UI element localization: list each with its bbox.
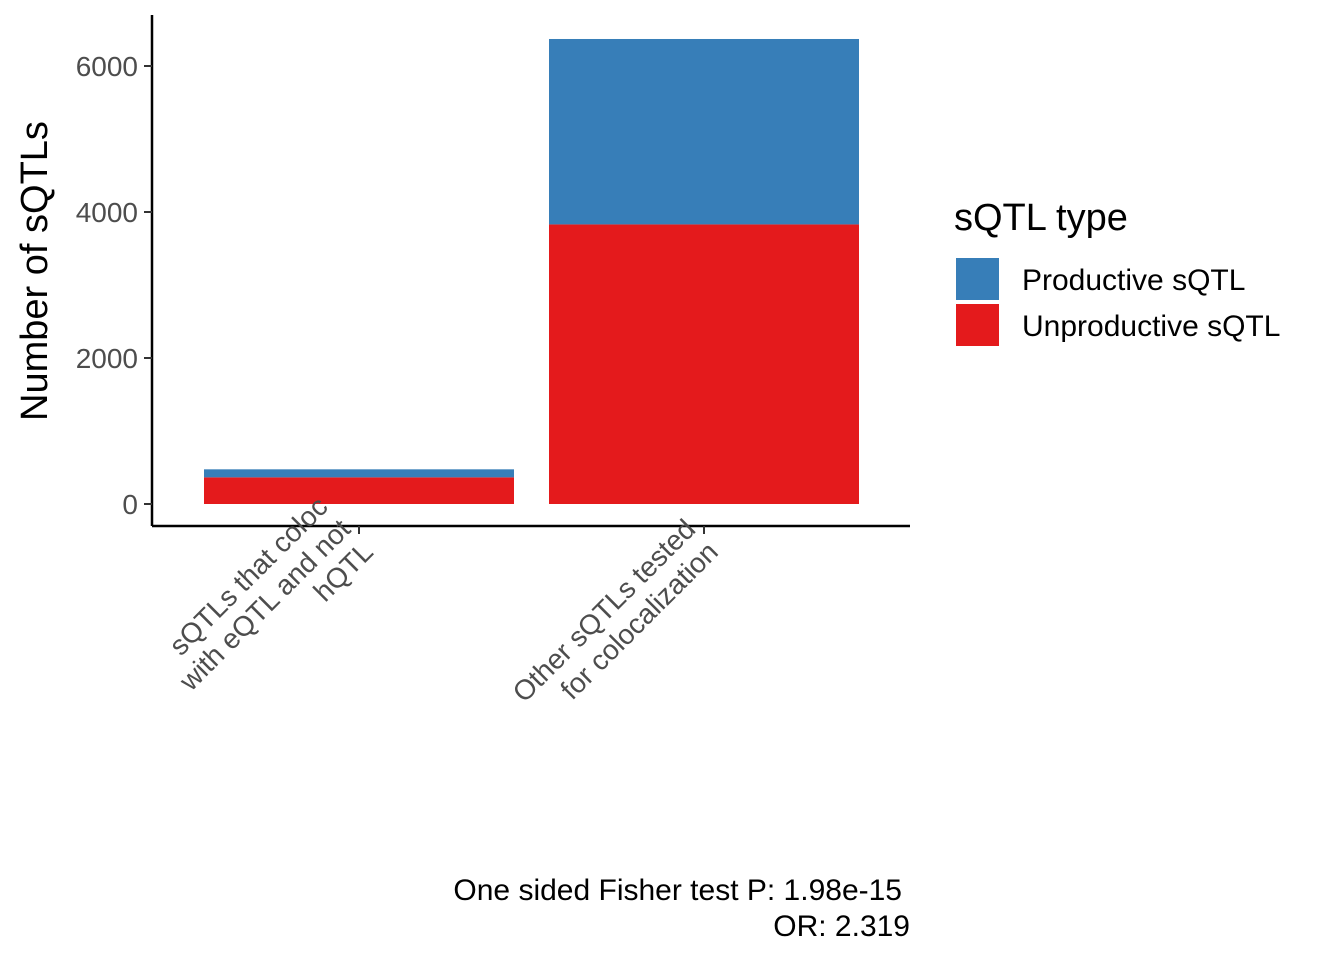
bar-unproductive-1 [204,477,514,504]
legend: sQTL type Productive sQTL Unproductive sQ… [954,197,1280,346]
bars-layer [204,38,859,504]
y-tick-label: 0 [122,489,138,520]
y-axis-title: Number of sQTLs [14,121,56,421]
y-tick-label: 4000 [76,197,138,228]
bar-productive-2 [549,38,859,225]
legend-label-2: Unproductive sQTL [1022,310,1280,343]
bar-productive-1 [204,469,514,478]
x-tick-label-line: Other sQTLs tested [507,513,702,708]
bar-unproductive-2 [549,224,859,504]
y-tick-label: 6000 [76,51,138,82]
legend-key-2 [956,304,999,346]
legend-title: sQTL type [954,197,1128,239]
legend-label-1: Productive sQTL [1022,264,1245,297]
y-tick-label: 2000 [76,343,138,374]
legend-key-1 [956,258,999,300]
caption-line-2: OR: 2.319 [773,910,910,943]
caption-line-1: One sided Fisher test P: 1.98e-15 [453,874,902,907]
